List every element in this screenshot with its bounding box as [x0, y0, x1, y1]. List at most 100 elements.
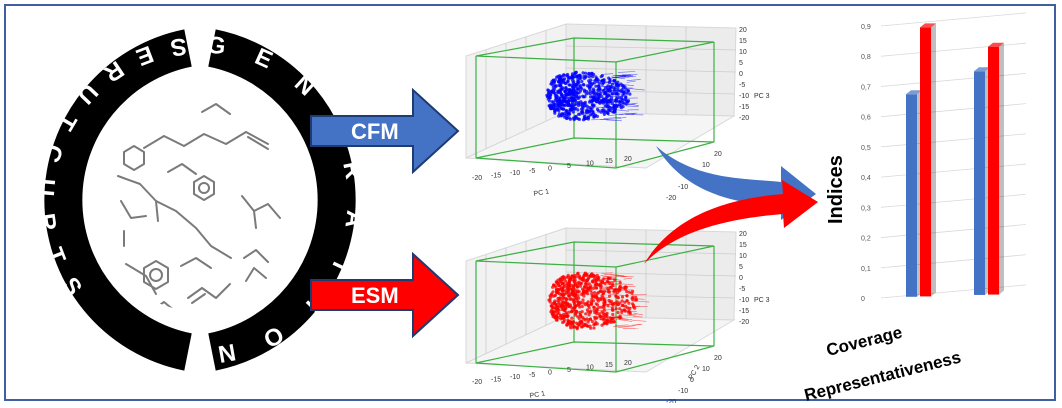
cloud-point: [576, 75, 579, 78]
cloud-point: [582, 83, 585, 86]
cloud-point: [608, 88, 611, 91]
z-tick-label: 15: [739, 242, 747, 249]
cloud-point: [577, 88, 580, 91]
cloud-point: [579, 313, 582, 316]
cloud-point: [595, 283, 598, 286]
cloud-point: [577, 303, 580, 306]
cloud-point: [562, 294, 565, 297]
cloud-point: [581, 111, 584, 114]
cloud-point: [566, 282, 569, 285]
cloud-point: [562, 276, 565, 279]
cloud-point: [573, 83, 576, 86]
cloud-point: [546, 88, 549, 91]
cloud-point: [587, 92, 590, 95]
cloud-point: [560, 93, 563, 96]
cloud-point: [568, 284, 571, 287]
cloud-point: [604, 315, 607, 318]
cloud-point: [557, 109, 560, 112]
top-x-axis-label: PC 1: [533, 188, 550, 198]
x-tick-label: 20: [624, 156, 632, 163]
cloud-point: [558, 281, 561, 284]
cloud-point: [622, 105, 625, 108]
gridline: [881, 13, 1026, 26]
cloud-point: [578, 283, 581, 286]
cloud-point: [621, 295, 624, 298]
x-tick-label: -15: [491, 173, 501, 180]
cloud-point: [597, 109, 600, 112]
cloud-point: [585, 111, 588, 114]
cloud-point: [565, 298, 568, 301]
cloud-point: [599, 280, 602, 283]
cloud-point: [551, 100, 554, 103]
cloud-point: [561, 321, 564, 324]
bar: [974, 71, 985, 295]
cloud-point: [574, 305, 577, 308]
cloud-point: [606, 322, 609, 325]
cloud-point: [570, 76, 573, 79]
x-tick-label: -5: [529, 168, 535, 175]
benzene-ring-circle: [150, 269, 162, 281]
bar: [920, 27, 931, 296]
cloud-point: [591, 103, 594, 106]
cloud-point: [564, 109, 567, 112]
cloud-point: [589, 95, 592, 98]
y-tick-label: 20: [714, 355, 722, 362]
cloud-point: [593, 291, 596, 294]
cloud-point: [592, 326, 595, 329]
cloud-point: [586, 108, 589, 111]
cloud-point: [569, 104, 572, 107]
cloud-point: [593, 81, 596, 84]
ring-letter: R: [337, 159, 367, 181]
cloud-point: [617, 311, 620, 314]
cloud-point: [553, 112, 556, 115]
cloud-point: [578, 95, 581, 98]
cloud-point: [559, 296, 562, 299]
cfm-label: CFM: [351, 119, 399, 144]
cloud-point: [607, 290, 610, 293]
x-tick-label: 10: [586, 365, 594, 372]
category-label: Representativeness: [802, 348, 962, 403]
cloud-point: [565, 82, 568, 85]
cloud-point: [577, 81, 580, 84]
cloud-point: [561, 108, 564, 111]
cloud-point: [562, 96, 565, 99]
cloud-point: [625, 290, 628, 293]
cloud-point: [566, 302, 569, 305]
z-tick-label: -10: [739, 93, 749, 100]
y-tick-label: -10: [678, 184, 688, 191]
cloud-point: [558, 74, 561, 77]
cloud-point: [559, 97, 562, 100]
bottom-z-axis-label: PC 3: [754, 297, 770, 304]
gridline: [881, 73, 1026, 86]
molecule-chain: [121, 201, 146, 218]
gridline: [881, 194, 1026, 207]
cloud-point: [579, 320, 582, 323]
z-tick-label: -5: [739, 82, 745, 89]
gridline: [881, 225, 1026, 238]
cloud-point: [557, 301, 560, 304]
cloud-point: [581, 305, 584, 308]
cloud-point: [584, 76, 587, 79]
cloud-point: [611, 92, 614, 95]
cloud-point: [575, 71, 578, 74]
cloud-point: [607, 77, 610, 80]
cloud-point: [552, 313, 555, 316]
cloud-point: [570, 94, 573, 97]
molecule-chain: [244, 250, 268, 262]
cloud-point: [567, 311, 570, 314]
cloud-point: [589, 317, 592, 320]
cloud-point: [617, 303, 620, 306]
cloud-point: [565, 92, 568, 95]
cloud-point: [563, 285, 566, 288]
cloud-point: [571, 310, 574, 313]
cloud-point: [603, 113, 606, 116]
y-tick-label: -20: [666, 195, 676, 202]
cloud-point: [562, 73, 565, 76]
cloud-point: [552, 103, 555, 106]
cloud-point: [588, 306, 591, 309]
cloud-point: [548, 104, 551, 107]
z-tick-label: -20: [739, 115, 749, 122]
y-tick-label: 10: [702, 162, 710, 169]
cloud-point: [569, 305, 572, 308]
